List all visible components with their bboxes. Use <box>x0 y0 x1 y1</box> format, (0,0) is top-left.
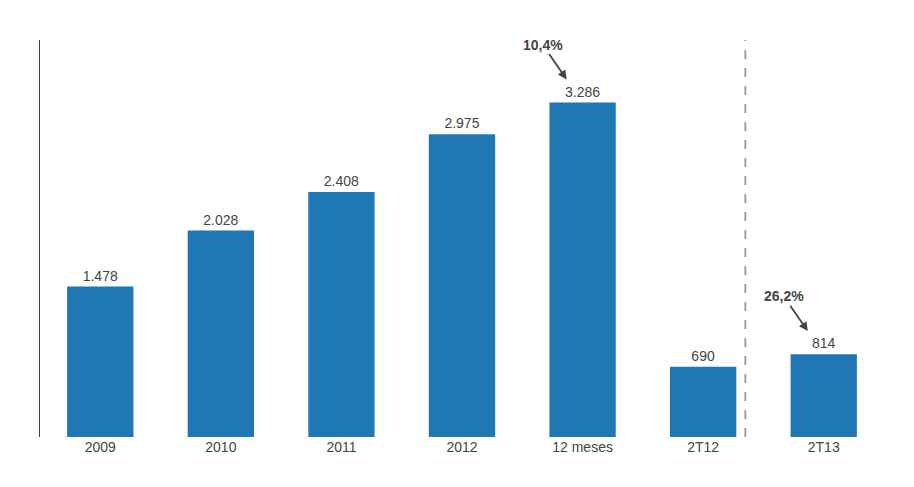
svg-text:2.028: 2.028 <box>203 212 238 228</box>
svg-text:2.975: 2.975 <box>444 115 479 131</box>
svg-text:10,4%: 10,4% <box>523 37 563 53</box>
svg-text:2012: 2012 <box>446 439 477 455</box>
svg-text:26,2%: 26,2% <box>764 288 804 304</box>
svg-text:2T12: 2T12 <box>687 439 719 455</box>
svg-text:3.286: 3.286 <box>565 84 600 100</box>
svg-text:2009: 2009 <box>85 439 116 455</box>
svg-text:1.478: 1.478 <box>83 268 118 284</box>
svg-text:2T13: 2T13 <box>808 439 840 455</box>
svg-text:690: 690 <box>691 348 715 364</box>
svg-text:2.408: 2.408 <box>324 173 359 189</box>
svg-text:2011: 2011 <box>326 439 356 455</box>
svg-text:2010: 2010 <box>205 439 236 455</box>
svg-text:814: 814 <box>812 335 836 351</box>
svg-text:12 meses: 12 meses <box>552 439 613 455</box>
